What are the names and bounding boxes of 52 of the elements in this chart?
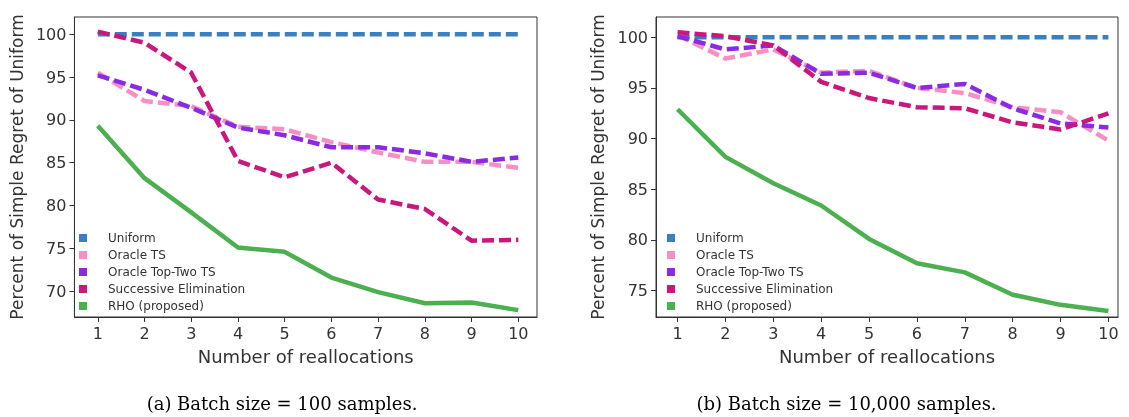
line-series [675, 106, 1111, 314]
x-tick-label: 2 [720, 323, 731, 343]
y-tick-label: 85 [627, 179, 648, 199]
legend-label: Oracle TS [696, 248, 754, 262]
y-tick-label: 90 [46, 110, 67, 130]
y-tick-label: 70 [46, 281, 67, 301]
y-tick-label: 80 [46, 196, 67, 216]
legend-label: Successive Elimination [108, 282, 246, 296]
x-tick-label: 9 [466, 323, 477, 343]
y-tick-label: 80 [627, 230, 648, 250]
x-tick-label: 8 [1007, 323, 1018, 343]
x-tick-label: 7 [373, 323, 384, 343]
y-tick-label: 75 [627, 281, 648, 301]
x-axis-title: Number of reallocations [197, 345, 414, 367]
x-tick-label: 3 [768, 323, 779, 343]
x-tick-label: 4 [232, 323, 244, 343]
x-tick-label: 7 [959, 323, 970, 343]
x-tick-label: 6 [326, 323, 337, 343]
x-tick-label: 10 [508, 323, 529, 343]
y-tick-label: 75 [46, 238, 67, 258]
legend-label: Oracle Top-Two TS [696, 265, 804, 279]
y-tick-label: 90 [627, 129, 648, 149]
legend-label: Oracle TS [108, 248, 166, 262]
y-tick-label: 85 [46, 153, 67, 173]
y-axis-title: Percent of Simple Regret of Uniform [6, 14, 27, 320]
text: (b) Batch size = 10,000 samples. [696, 392, 997, 414]
x-axis-title: Number of reallocations [778, 345, 996, 367]
x-tick-label: 5 [279, 323, 290, 343]
legend-label: RHO (proposed) [108, 299, 204, 313]
y-tick-label: 100 [617, 27, 648, 47]
y-axis-title: Percent of Simple Regret of Uniform [587, 14, 608, 320]
x-tick-label: 1 [92, 323, 103, 343]
x-tick-label: 9 [1055, 323, 1066, 343]
y-tick-label: 95 [627, 78, 648, 98]
x-tick-label: 6 [911, 323, 923, 343]
text: (a) Batch size = 100 samples. [146, 392, 418, 414]
x-tick-label: 10 [1098, 323, 1119, 343]
legend-label: RHO (proposed) [696, 299, 792, 313]
y-tick-label: 100 [35, 24, 67, 44]
x-tick-label: 5 [863, 323, 875, 343]
x-tick-label: 2 [139, 323, 150, 343]
x-tick-label: 3 [186, 323, 197, 343]
legend-label: Uniform [108, 231, 156, 245]
line-series [95, 29, 521, 243]
legend-label: Successive Elimination [696, 282, 834, 296]
legend-label: Oracle Top-Two TS [108, 265, 216, 279]
y-tick-label: 95 [46, 67, 67, 87]
line-series [95, 123, 521, 313]
x-tick-label: 8 [419, 323, 430, 343]
x-tick-label: 1 [672, 323, 683, 343]
x-tick-label: 4 [816, 323, 827, 343]
legend-label: Uniform [696, 231, 744, 245]
